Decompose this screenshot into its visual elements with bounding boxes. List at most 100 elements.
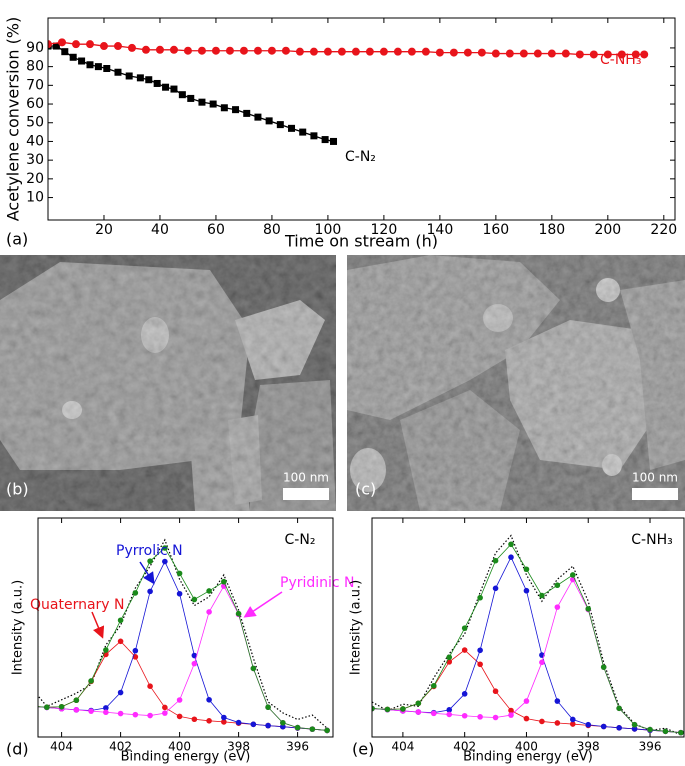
plot-area: [48, 38, 649, 145]
marker: [191, 716, 198, 723]
marker: [198, 98, 206, 106]
marker: [155, 45, 164, 54]
marker: [147, 712, 153, 719]
y-tick-label: 10: [26, 190, 44, 206]
marker: [211, 46, 220, 55]
scale-bar-label: 100 nm: [632, 471, 678, 485]
marker: [254, 113, 262, 121]
series-line: [38, 538, 328, 729]
marker: [461, 691, 468, 697]
callout-arrow: [139, 561, 155, 585]
panel-label: (a): [6, 230, 28, 249]
marker: [29, 704, 35, 710]
chart-title: C-NH₃: [631, 532, 672, 548]
marker: [662, 728, 669, 735]
marker: [324, 727, 330, 734]
marker: [309, 47, 318, 56]
series-label: Pyridinic N: [280, 575, 355, 591]
marker: [117, 638, 124, 645]
marker: [147, 588, 153, 595]
marker: [491, 49, 500, 58]
marker: [114, 68, 122, 76]
marker: [477, 594, 483, 601]
x-tick-label: 400: [515, 740, 538, 754]
marker: [176, 570, 183, 577]
marker: [162, 704, 168, 711]
marker: [351, 47, 360, 56]
marker: [176, 697, 183, 703]
marker: [73, 707, 80, 713]
sem-image: 100 nm (b): [0, 255, 336, 511]
marker: [220, 104, 228, 112]
marker: [103, 647, 109, 653]
marker: [446, 711, 453, 718]
marker: [225, 46, 234, 55]
marker: [88, 708, 94, 714]
x-tick-label: 140: [427, 222, 454, 238]
marker: [430, 710, 437, 717]
marker: [616, 705, 622, 712]
x-tick-label: 398: [227, 740, 250, 754]
x-tick-label: 160: [482, 222, 509, 238]
marker: [647, 726, 653, 733]
marker: [162, 558, 168, 565]
marker: [393, 47, 402, 56]
x-axis-label: Time on stream (h): [284, 232, 438, 251]
marker: [330, 137, 338, 145]
marker: [52, 42, 60, 50]
x-tick-label: 20: [95, 222, 113, 238]
marker: [449, 48, 458, 57]
marker: [162, 545, 168, 551]
panel-label: (d): [6, 740, 29, 759]
marker: [523, 566, 530, 573]
marker: [446, 707, 453, 713]
series-label: Quaternary N: [30, 597, 125, 613]
x-tick-label: 400: [168, 740, 191, 754]
marker: [88, 678, 94, 684]
marker: [508, 541, 514, 548]
marker: [508, 707, 514, 714]
x-tick-label: 402: [453, 740, 476, 754]
plot-area: [372, 534, 684, 736]
series-label: C-NH₃: [600, 52, 641, 68]
marker: [69, 53, 77, 61]
marker: [631, 721, 638, 728]
x-tick-label: 402: [109, 740, 132, 754]
marker: [523, 698, 530, 704]
marker: [132, 590, 139, 596]
marker: [250, 721, 257, 728]
marker: [505, 49, 514, 58]
marker: [430, 682, 437, 689]
marker: [631, 50, 640, 59]
marker: [299, 128, 307, 136]
marker: [281, 46, 290, 55]
marker: [136, 74, 144, 82]
marker: [678, 729, 684, 736]
marker: [617, 50, 626, 59]
marker: [492, 585, 499, 592]
marker: [239, 46, 248, 55]
marker: [61, 48, 69, 56]
marker: [508, 712, 514, 718]
marker: [554, 698, 561, 704]
marker: [463, 48, 472, 57]
marker: [58, 703, 65, 710]
marker: [170, 85, 178, 93]
marker: [435, 48, 444, 57]
marker: [178, 91, 186, 99]
marker: [589, 50, 598, 59]
marker: [547, 49, 556, 58]
marker: [640, 50, 649, 59]
y-tick-label: 30: [26, 152, 44, 168]
marker: [492, 557, 499, 564]
marker: [519, 49, 528, 58]
y-tick-label: 50: [26, 115, 44, 131]
marker: [235, 719, 242, 726]
panel-label: (c): [355, 480, 376, 499]
marker: [253, 46, 262, 55]
marker: [86, 61, 94, 69]
x-tick-label: 398: [577, 740, 600, 754]
marker: [400, 706, 406, 712]
x-tick-label: 120: [371, 222, 398, 238]
